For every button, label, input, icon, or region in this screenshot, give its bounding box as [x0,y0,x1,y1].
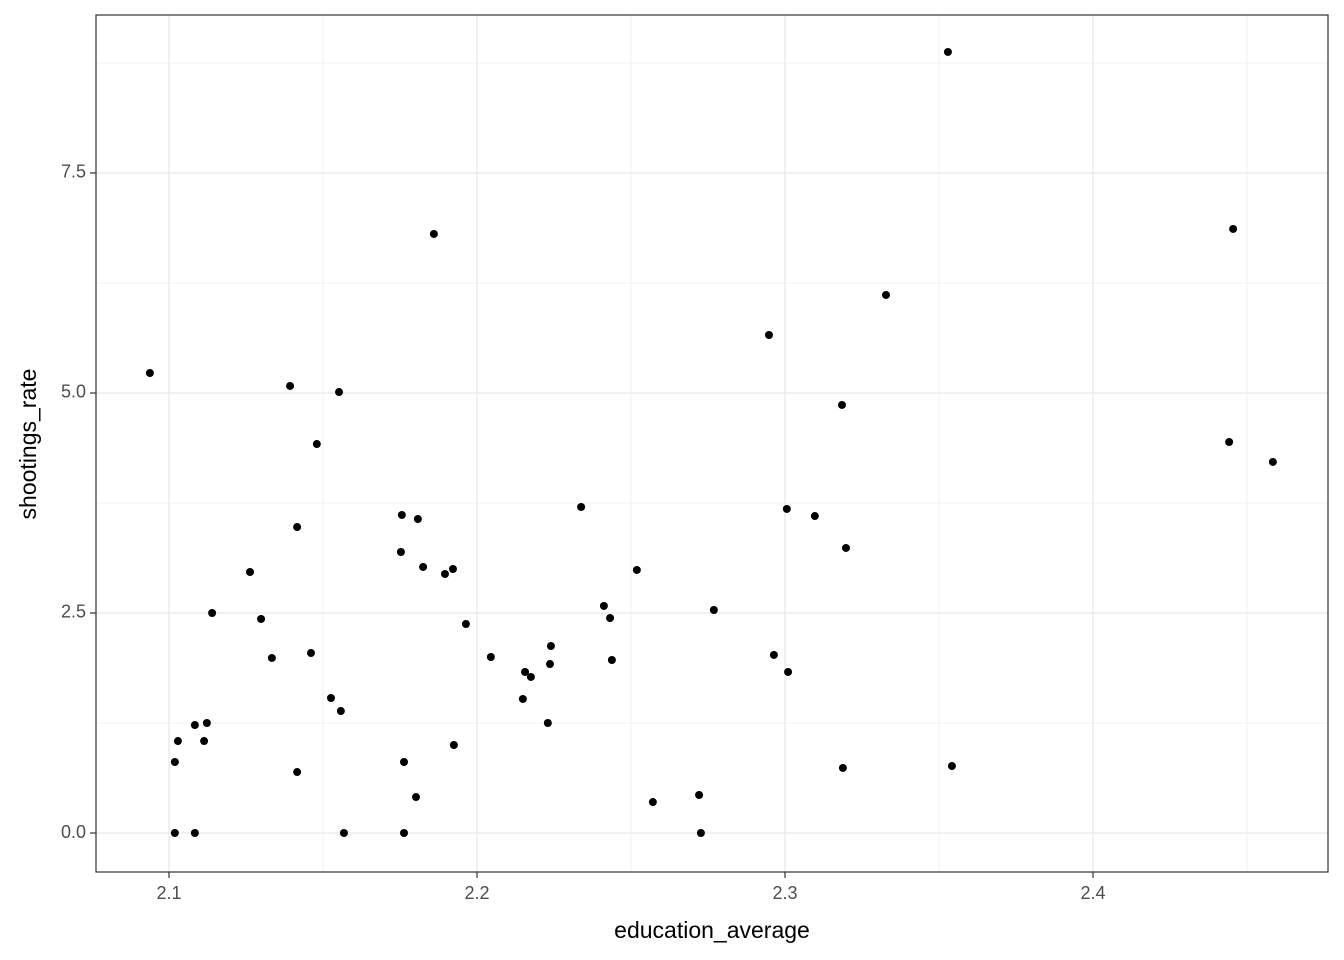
point [810,512,819,521]
y-tick-label: 2.5 [61,602,86,622]
point [293,768,302,777]
point [648,798,657,807]
point [782,504,791,513]
point [784,667,793,676]
point [461,619,470,628]
point [607,655,616,664]
point [1229,224,1238,233]
x-tick-label: 2.2 [464,883,489,903]
panel-border [95,14,1329,873]
point [546,642,555,651]
point [412,793,421,802]
point [449,741,458,750]
point [429,229,438,238]
point [577,502,586,511]
point [170,757,179,766]
y-axis-title: shootings_rate [15,369,41,520]
point [947,762,956,771]
point [312,440,321,449]
point [413,515,422,524]
point [190,829,199,838]
point [695,790,704,799]
x-axis-title: education_average [614,917,810,943]
point [190,721,199,730]
point [400,829,408,838]
point [306,649,315,658]
point [440,570,449,579]
point [486,653,495,662]
panel [96,15,1328,872]
point [882,290,891,299]
point [526,672,535,681]
point [696,829,705,838]
point [769,650,778,659]
point [599,601,608,610]
point [837,400,846,409]
point [841,543,850,552]
point [246,567,254,576]
point [170,829,179,838]
point [606,614,615,623]
point [764,330,773,339]
point [543,719,552,728]
x-tick-label: 2.1 [156,883,181,903]
point [202,719,211,728]
point [545,660,554,669]
point [943,47,952,56]
point [339,829,348,838]
x-tick-label: 2.4 [1080,883,1105,903]
point [1268,457,1277,466]
point [396,548,405,557]
point [267,653,276,662]
y-tick-label: 5.0 [61,382,86,402]
point [518,694,527,703]
point [200,737,209,746]
point [709,606,718,615]
point [257,614,266,623]
point [400,757,408,766]
point [521,667,530,676]
point [327,694,336,703]
y-tick-label: 7.5 [61,162,86,182]
point [208,608,217,617]
point [632,565,641,574]
point [838,763,847,772]
point [448,564,457,573]
point [397,510,406,519]
point [145,369,154,378]
point [335,388,344,397]
point [419,562,428,571]
point [286,381,295,390]
point [1225,438,1234,447]
point [173,737,182,746]
point [293,523,302,532]
y-tick-label: 0.0 [61,822,86,842]
point [336,707,345,716]
x-tick-label: 2.3 [772,883,797,903]
